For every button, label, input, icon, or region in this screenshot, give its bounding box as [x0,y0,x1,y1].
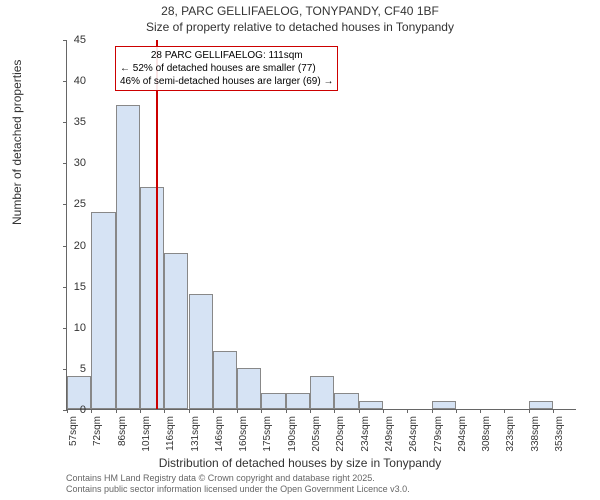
footer-line1: Contains HM Land Registry data © Crown c… [66,473,410,485]
y-tick-label: 45 [74,34,86,46]
x-tick-mark [383,409,384,413]
histogram-bar [164,253,188,409]
histogram-bar [334,393,358,409]
y-tick-mark [63,287,67,288]
annotation-line2: ← 52% of detached houses are smaller (77… [120,62,333,75]
x-tick-label: 294sqm [457,416,468,456]
x-tick-mark [213,409,214,413]
x-tick-label: 175sqm [262,416,273,456]
footer-attribution: Contains HM Land Registry data © Crown c… [66,473,410,496]
y-tick-label: 40 [74,75,86,87]
histogram-bar [261,393,285,409]
x-tick-label: 279sqm [433,416,444,456]
histogram-bar [91,212,115,409]
x-tick-label: 338sqm [530,416,541,456]
y-tick-label: 30 [74,157,86,169]
x-tick-mark [456,409,457,413]
y-tick-label: 35 [74,116,86,128]
y-tick-label: 5 [80,363,86,375]
x-tick-mark [237,409,238,413]
y-tick-mark [63,163,67,164]
x-axis-label: Distribution of detached houses by size … [0,456,600,470]
histogram-bar [213,351,237,409]
footer-line2: Contains public sector information licen… [66,484,410,496]
x-tick-label: 308sqm [481,416,492,456]
x-tick-label: 220sqm [335,416,346,456]
y-tick-mark [63,246,67,247]
histogram-bar [237,368,261,409]
y-tick-label: 25 [74,198,86,210]
x-tick-mark [116,409,117,413]
x-tick-label: 249sqm [384,416,395,456]
y-tick-mark [63,369,67,370]
chart-plot-area: 28 PARC GELLIFAELOG: 111sqm ← 52% of det… [66,40,576,410]
y-tick-label: 10 [74,322,86,334]
x-tick-mark [553,409,554,413]
y-tick-mark [63,328,67,329]
x-tick-label: 205sqm [311,416,322,456]
histogram-bar [310,376,334,409]
histogram-bar [359,401,383,409]
x-tick-label: 72sqm [92,416,103,456]
annotation-line3: 46% of semi-detached houses are larger (… [120,75,333,88]
x-tick-mark [504,409,505,413]
x-tick-label: 116sqm [165,416,176,456]
x-tick-label: 264sqm [408,416,419,456]
chart-title-line1: 28, PARC GELLIFAELOG, TONYPANDY, CF40 1B… [0,4,600,18]
x-tick-mark [261,409,262,413]
x-tick-mark [310,409,311,413]
x-tick-label: 86sqm [117,416,128,456]
y-tick-mark [63,81,67,82]
x-tick-mark [67,409,68,413]
x-tick-mark [334,409,335,413]
histogram-bar [189,294,213,409]
y-tick-label: 20 [74,240,86,252]
x-tick-label: 131sqm [190,416,201,456]
x-tick-label: 353sqm [554,416,565,456]
x-tick-label: 57sqm [68,416,79,456]
x-tick-mark [286,409,287,413]
y-tick-label: 15 [74,281,86,293]
annotation-line1: 28 PARC GELLIFAELOG: 111sqm [120,49,333,62]
histogram-bar [432,401,456,409]
histogram-bar [529,401,553,409]
chart-title-line2: Size of property relative to detached ho… [0,20,600,34]
x-tick-mark [140,409,141,413]
y-tick-mark [63,40,67,41]
histogram-bar [286,393,310,409]
x-tick-mark [91,409,92,413]
y-tick-mark [63,122,67,123]
x-tick-mark [189,409,190,413]
reference-line [156,40,158,409]
x-tick-label: 323sqm [505,416,516,456]
x-tick-label: 101sqm [141,416,152,456]
x-tick-mark [432,409,433,413]
x-tick-mark [407,409,408,413]
x-tick-mark [359,409,360,413]
x-tick-label: 146sqm [214,416,225,456]
x-tick-label: 234sqm [360,416,371,456]
x-tick-label: 190sqm [287,416,298,456]
x-tick-label: 160sqm [238,416,249,456]
y-tick-mark [63,204,67,205]
y-axis-label: Number of detached properties [10,60,24,225]
histogram-bar [116,105,140,409]
x-tick-mark [164,409,165,413]
x-tick-mark [529,409,530,413]
annotation-box: 28 PARC GELLIFAELOG: 111sqm ← 52% of det… [115,46,338,91]
y-tick-label: 0 [80,404,86,416]
x-tick-mark [480,409,481,413]
histogram-bar [140,187,164,409]
